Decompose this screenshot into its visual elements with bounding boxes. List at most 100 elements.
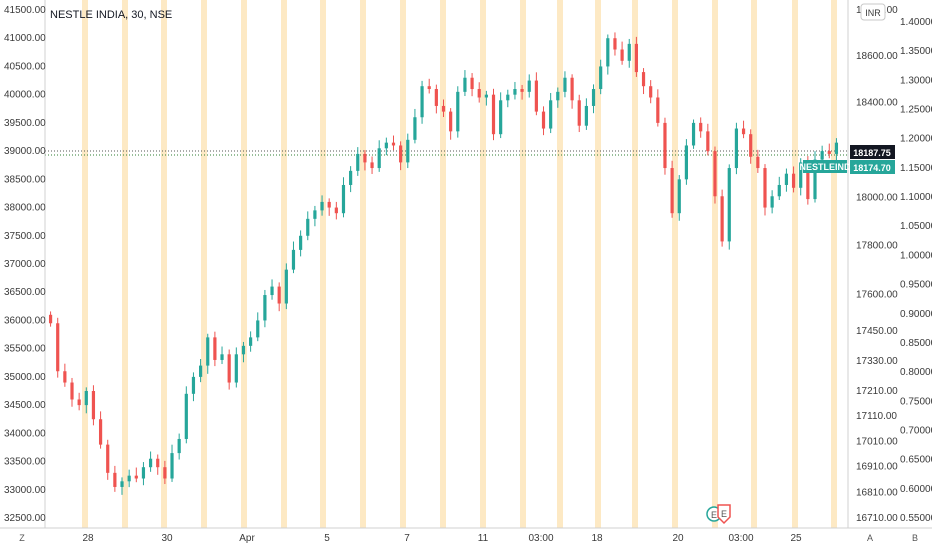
time-axis-tick-label: 5 bbox=[324, 533, 330, 544]
candle-body bbox=[306, 218, 310, 236]
right-axis-tick-label: 16710.00 bbox=[856, 513, 898, 524]
candle-body bbox=[63, 371, 67, 383]
left-axis-tick-label: 40500.00 bbox=[4, 61, 46, 72]
left-axis-tick-label: 35500.00 bbox=[4, 344, 46, 355]
candle-body bbox=[649, 86, 653, 98]
earnings-badge-label-2: E bbox=[721, 509, 727, 519]
comparison-axis-tick-label: 1.20000 bbox=[900, 134, 932, 145]
session-band bbox=[751, 0, 757, 528]
session-band bbox=[400, 0, 406, 528]
candle-body bbox=[506, 94, 510, 101]
right-axis-tick-label: 18000.00 bbox=[856, 192, 898, 203]
candle-body bbox=[784, 173, 789, 185]
left-axis-tick-label: 39500.00 bbox=[4, 118, 46, 129]
candle-body bbox=[263, 295, 267, 321]
left-axis-tick-label: 33000.00 bbox=[4, 485, 46, 496]
time-axis[interactable]: 28 30 Apr 5 7 11 03:00 18 20 03:00 25 bbox=[82, 533, 802, 544]
time-axis-tick-label: 03:00 bbox=[528, 533, 553, 544]
earnings-badge-label: E bbox=[711, 510, 717, 520]
session-band bbox=[672, 0, 678, 528]
candle-body bbox=[827, 151, 831, 154]
left-axis-tick-label: 32500.00 bbox=[4, 513, 46, 524]
session-band bbox=[480, 0, 486, 528]
left-axis-tick-label: 38500.00 bbox=[4, 174, 46, 185]
candle-body bbox=[513, 89, 517, 95]
candle-body bbox=[484, 94, 488, 98]
candle-body bbox=[341, 184, 346, 214]
time-axis-tick-label: 11 bbox=[478, 533, 489, 544]
symbol-price-flag: NESTLEIND 18174.70 bbox=[799, 160, 895, 174]
candle-body bbox=[313, 210, 317, 219]
session-band bbox=[360, 0, 366, 528]
comparison-axis-tick-label: 1.40000 bbox=[900, 17, 932, 28]
scale-toggle-button[interactable]: B bbox=[912, 533, 918, 543]
session-band bbox=[520, 0, 526, 528]
candle-body bbox=[663, 122, 667, 169]
candle-body bbox=[320, 201, 324, 211]
session-band bbox=[201, 0, 207, 528]
session-band bbox=[440, 0, 446, 528]
candle-body bbox=[641, 72, 646, 87]
time-axis-tick-label: 03:00 bbox=[728, 533, 753, 544]
candle-body bbox=[834, 142, 839, 154]
candle-body bbox=[677, 179, 681, 214]
currency-label: INR bbox=[865, 8, 881, 18]
session-band bbox=[557, 0, 563, 528]
session-bands bbox=[82, 0, 837, 528]
candle-body bbox=[541, 111, 546, 129]
candle-body bbox=[777, 184, 781, 197]
symbol-flag-name: NESTLEIND bbox=[799, 162, 851, 172]
candle-body bbox=[799, 162, 803, 188]
candle-body bbox=[441, 105, 446, 112]
earnings-badge[interactable]: E E bbox=[706, 504, 731, 525]
candle-body bbox=[91, 391, 96, 420]
candle-body bbox=[563, 77, 567, 92]
candle-body bbox=[206, 337, 210, 366]
time-axis-tick-label: 20 bbox=[672, 533, 684, 544]
candle-body bbox=[141, 467, 146, 479]
left-axis-tick-label: 33500.00 bbox=[4, 457, 46, 468]
right-axis-tick-label: 17110.00 bbox=[856, 411, 897, 422]
zoom-reset-button[interactable]: Z bbox=[19, 533, 25, 543]
candle-body bbox=[577, 100, 581, 126]
candle-body bbox=[156, 458, 160, 468]
candle-body bbox=[48, 314, 53, 324]
candle-body bbox=[813, 159, 817, 200]
candle-body bbox=[449, 111, 453, 132]
left-axis-tick-label: 39000.00 bbox=[4, 146, 46, 157]
candle-body bbox=[570, 77, 574, 101]
candle-body bbox=[220, 354, 224, 360]
candle-body bbox=[477, 89, 481, 98]
currency-badge[interactable]: INR bbox=[860, 3, 886, 21]
comparison-axis[interactable]: 1.40000 1.35000 1.30000 1.25000 1.20000 1.150… bbox=[900, 17, 932, 524]
session-band bbox=[161, 0, 167, 528]
time-axis-tick-label: 30 bbox=[161, 533, 173, 544]
comparison-axis-tick-label: 0.55000 bbox=[900, 513, 932, 524]
candle-body bbox=[549, 100, 553, 129]
candle-body bbox=[191, 376, 196, 394]
candle-body bbox=[427, 86, 431, 90]
left-price-axis[interactable]: 41500.00 41000.00 40500.00 40000.00 39500.00… bbox=[4, 5, 46, 524]
chart-title: NESTLE INDIA, 30, NSE bbox=[50, 9, 172, 21]
candle-body bbox=[470, 77, 474, 90]
right-price-axis[interactable]: 18800.0018600.0018400.0018000.0017800.00… bbox=[856, 5, 898, 524]
session-band bbox=[82, 0, 88, 528]
candle-body bbox=[249, 337, 253, 346]
session-band bbox=[792, 0, 798, 528]
right-axis-tick-label: 17600.00 bbox=[856, 289, 898, 300]
comparison-axis-tick-label: 1.15000 bbox=[900, 163, 932, 174]
candle-body bbox=[806, 162, 810, 200]
auto-scale-button[interactable]: A bbox=[867, 533, 873, 543]
session-band bbox=[712, 0, 718, 528]
candle-body bbox=[713, 151, 717, 197]
left-axis-tick-label: 34500.00 bbox=[4, 400, 46, 411]
candle-body bbox=[770, 196, 774, 208]
candle-body bbox=[434, 89, 438, 106]
right-axis-tick-label: 16910.00 bbox=[856, 462, 898, 473]
